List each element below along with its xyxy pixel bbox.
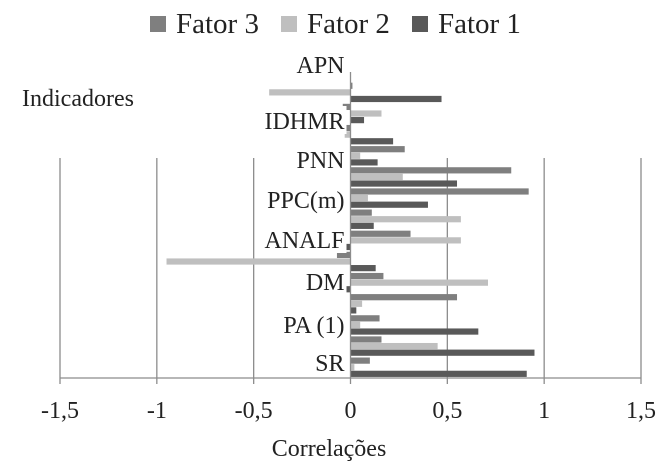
legend-label-fator-2: Fator 2	[306, 7, 390, 40]
category-label-apn: APN	[296, 53, 344, 79]
bar-fator-2-r12	[350, 321, 361, 329]
legend-swatch-fator-1	[411, 16, 428, 32]
x-tick-label-2: -0,5	[235, 398, 273, 424]
bar-fator-1-r5	[350, 180, 458, 187]
category-label-bg-3	[265, 185, 347, 213]
bar-fator-3-r10	[350, 272, 384, 280]
bar-fator-1-r2	[350, 117, 365, 124]
bar-fator-3-r11	[350, 294, 458, 301]
category-label-bg-6	[281, 310, 347, 338]
bar-fator-3-r4	[350, 146, 405, 153]
legend: Fator 3 Fator 2 Fator 1	[150, 4, 650, 44]
bar-fator-3-r6	[350, 188, 529, 195]
category-label-bg-5	[303, 267, 347, 295]
x-tick-label-0: -1,5	[41, 398, 79, 424]
category-label-bg-2	[294, 145, 347, 173]
bar-fator-2-r4	[350, 152, 361, 159]
bar-fator-1-r3	[350, 138, 394, 145]
x-tick-label-4: 0,5	[432, 398, 462, 424]
bar-fator-3-r7	[350, 209, 372, 216]
category-label-bg-1	[262, 106, 347, 134]
bar-fator-2-r9	[166, 258, 351, 265]
legend-swatch-fator-2	[280, 16, 297, 32]
category-label-bg-4	[262, 225, 347, 253]
legend-swatch-fator-3	[150, 16, 166, 32]
y-axis-title: Indicadores	[22, 86, 134, 112]
bar-fator-1-r6	[350, 201, 428, 208]
bar-fator-3-r9	[336, 251, 351, 259]
x-tick-label-1: -1	[147, 398, 167, 424]
bar-fator-1-r11	[350, 307, 357, 314]
bar-fator-2-r1	[269, 89, 351, 96]
category-label-bg-7	[313, 348, 347, 376]
bar-fator-2-r11	[350, 300, 363, 307]
category-label-sr: SR	[315, 351, 344, 377]
bar-fator-3-r2	[342, 103, 351, 111]
legend-item-fator-3: Fator 3	[150, 8, 259, 41]
category-label-idhmr: IDHMR	[264, 109, 344, 135]
category-label-pnn: PNN	[296, 148, 344, 174]
bar-fator-3-r13	[350, 336, 382, 343]
bar-fator-1-r14	[350, 370, 527, 377]
bar-fator-2-r7	[350, 216, 461, 223]
x-tick-label-3: 0	[345, 398, 357, 424]
bar-fator-3-r12	[350, 315, 380, 322]
bar-fator-2-r5	[350, 173, 403, 181]
bar-fator-3-r1	[350, 82, 353, 89]
bar-fator-2-r13	[350, 342, 438, 350]
bar-fator-2-r10	[350, 279, 489, 286]
bar-fator-2-r14	[350, 364, 355, 371]
x-tick-label-6: 1,5	[626, 398, 656, 424]
bar-fator-2-r8	[350, 237, 461, 244]
bar-fator-2-r3	[344, 131, 351, 138]
category-label-dm: DM	[306, 270, 345, 296]
bar-fator-1-r9	[350, 265, 376, 272]
bar-fator-3-r8	[350, 230, 411, 237]
x-tick-label-5: 1	[538, 398, 550, 424]
bar-fator-1-r7	[350, 222, 374, 229]
category-label-ppc-m-: PPC(m)	[267, 188, 344, 214]
category-label-analf: ANALF	[264, 228, 344, 254]
bar-fator-1-r1	[350, 95, 442, 103]
category-label-bg-0	[294, 50, 347, 78]
bar-fator-3-r5	[350, 167, 512, 174]
bar-fator-1-r13	[350, 349, 535, 356]
bar-fator-1-r12	[350, 328, 479, 335]
bar-fator-2-r2	[350, 110, 382, 117]
category-label-pa-1-: PA (1)	[283, 313, 344, 339]
legend-label-fator-1: Fator 1	[437, 7, 521, 40]
bar-fator-3-r14	[350, 357, 370, 364]
legend-item-fator-2: Fator 2	[280, 7, 390, 41]
x-axis-title: Correlações	[271, 436, 387, 462]
bar-fator-1-r4	[350, 159, 378, 166]
legend-label-fator-3: Fator 3	[176, 7, 259, 40]
bar-fator-2-r6	[350, 194, 368, 202]
legend-item-fator-1: Fator 1	[411, 7, 521, 41]
